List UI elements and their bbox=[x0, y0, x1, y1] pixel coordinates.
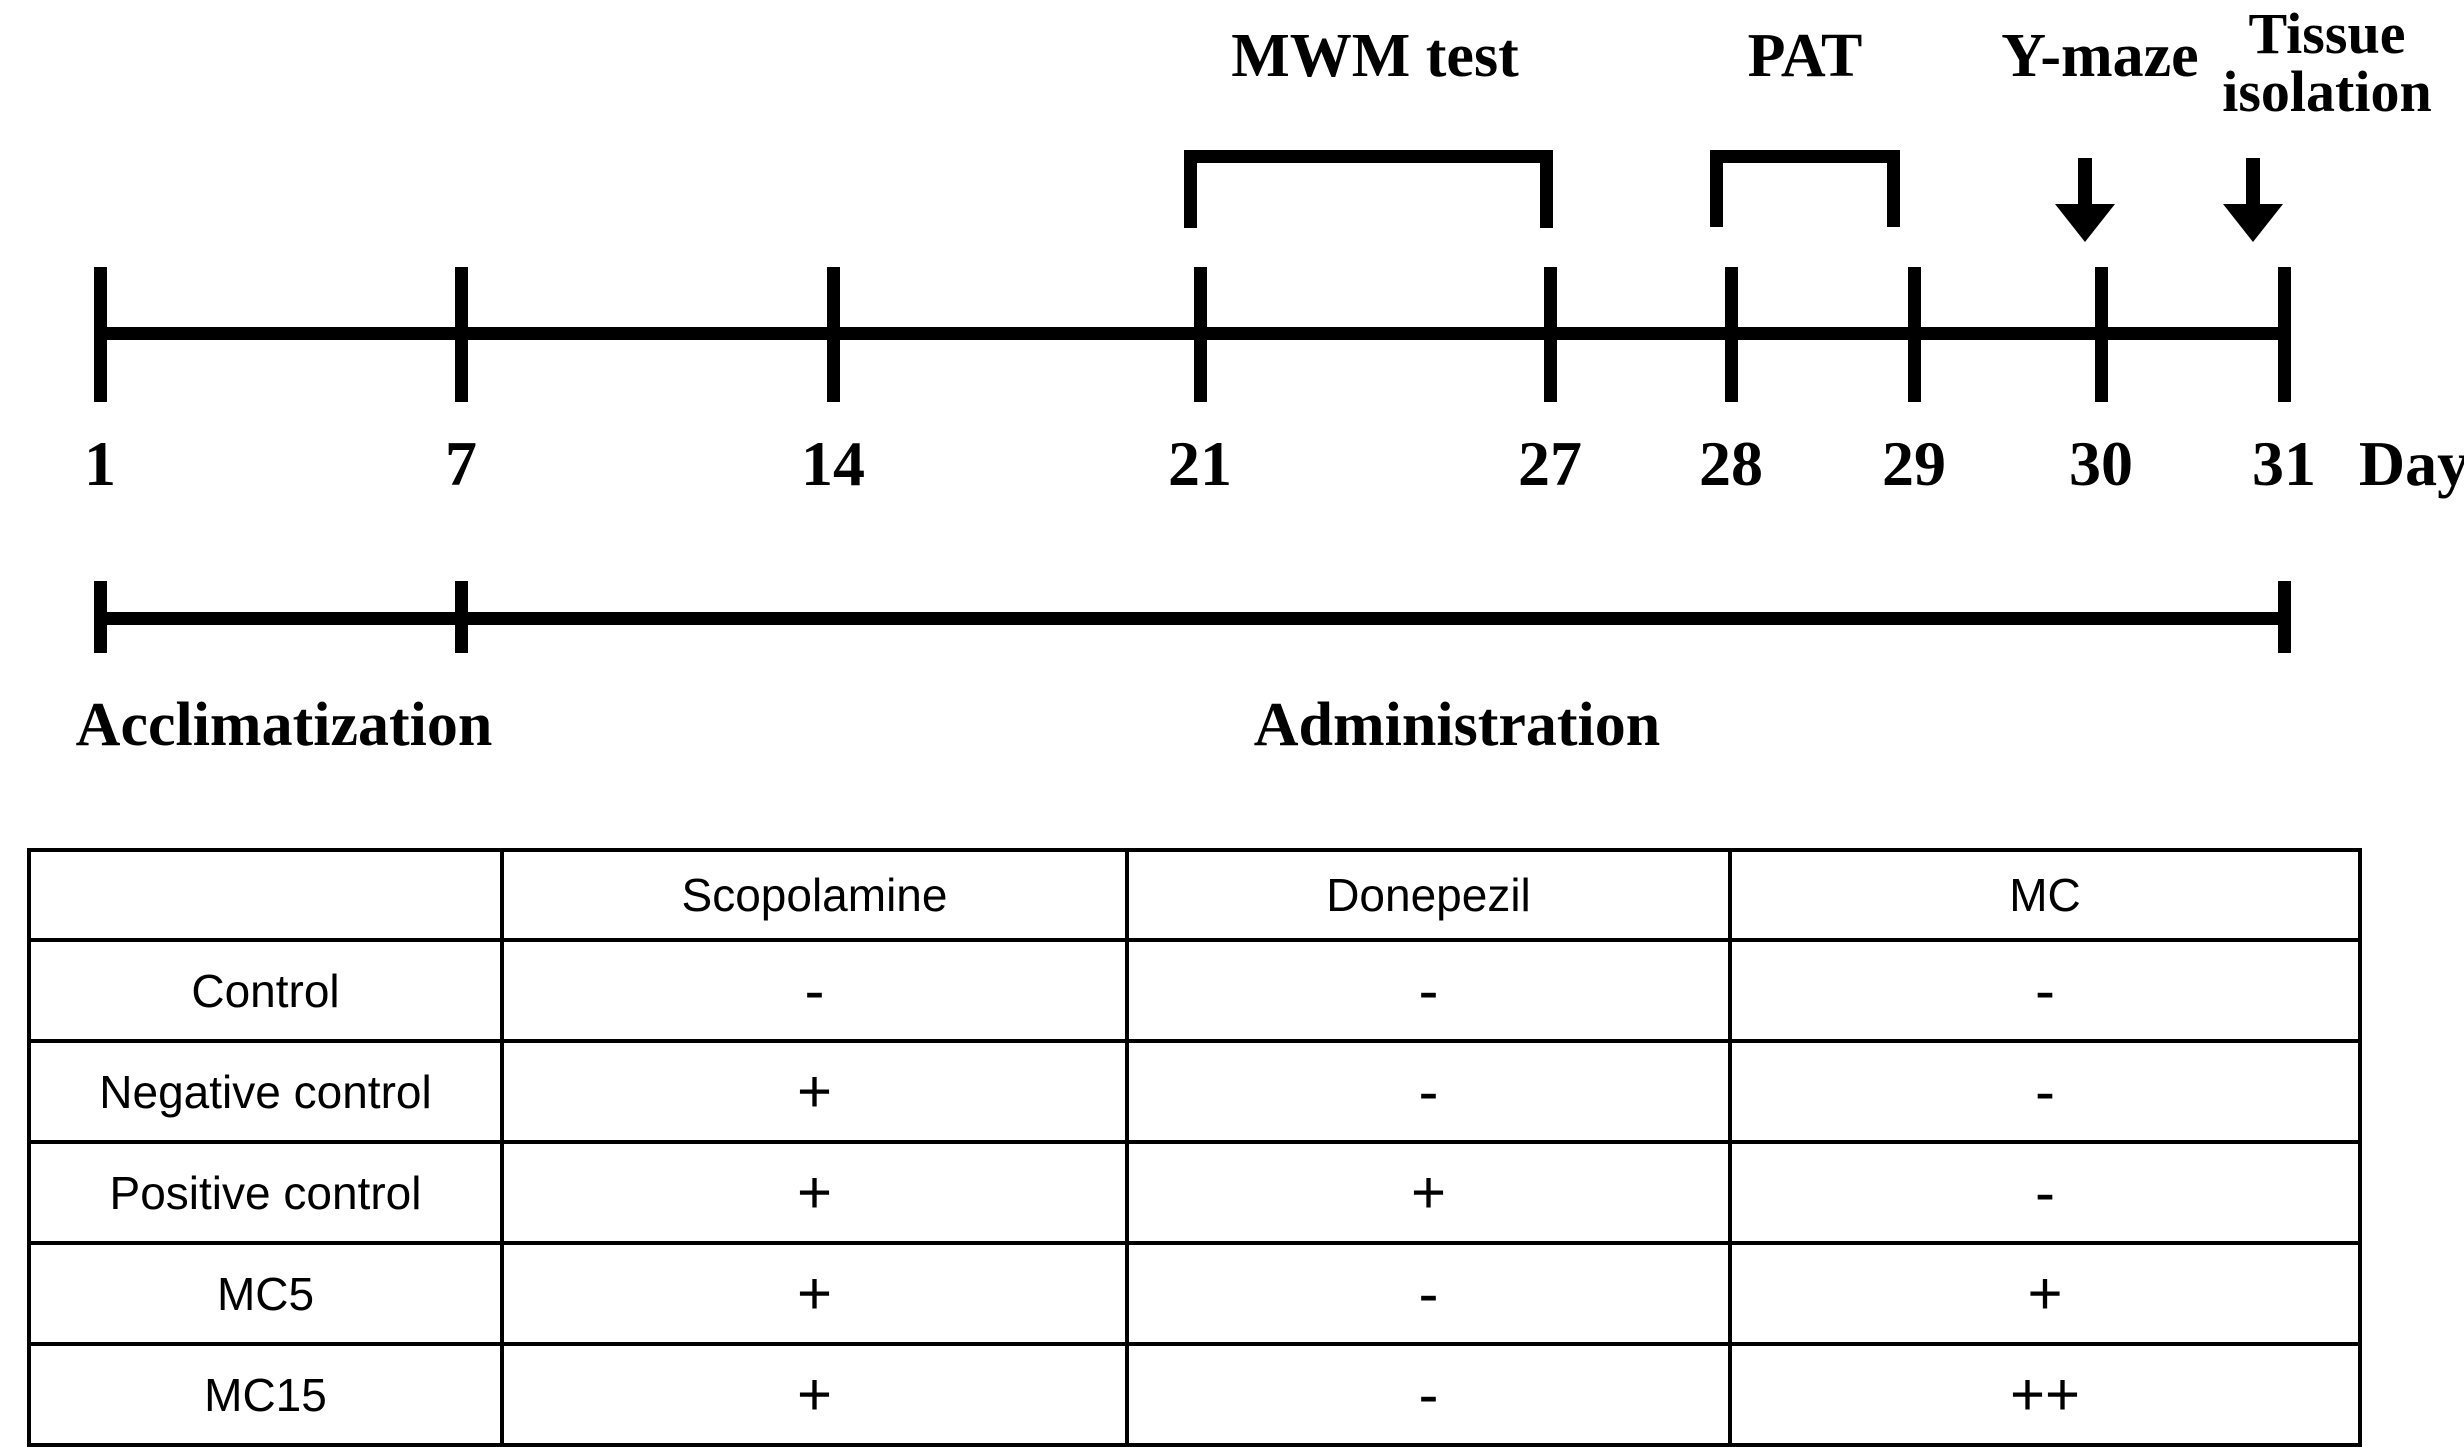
cell-mc5-donepezil: - bbox=[1125, 1241, 1732, 1346]
table-row: MC5 + - + bbox=[27, 1241, 2362, 1346]
row-label-mc15: MC15 bbox=[27, 1342, 504, 1447]
tick-day-28 bbox=[1725, 267, 1738, 402]
day-label-14: 14 bbox=[801, 428, 865, 499]
cell-mc5-scopolamine: + bbox=[500, 1241, 1129, 1346]
day-label-30: 30 bbox=[2069, 428, 2133, 499]
cell-control-scopolamine: - bbox=[500, 938, 1129, 1043]
phase-tick-day-31 bbox=[2278, 581, 2291, 653]
day-label-28: 28 bbox=[1699, 428, 1763, 499]
cell-mc15-donepezil: - bbox=[1125, 1342, 1732, 1447]
tick-day-27 bbox=[1544, 267, 1557, 402]
column-header-blank bbox=[27, 848, 504, 942]
cell-positive-control-scopolamine: + bbox=[500, 1140, 1129, 1245]
pat-bracket bbox=[1710, 150, 1900, 227]
phase-tick-day-7 bbox=[455, 581, 468, 653]
y-maze-label: Y-maze bbox=[2001, 22, 2199, 90]
row-label-control: Control bbox=[27, 938, 504, 1043]
row-label-negative-control: Negative control bbox=[27, 1039, 504, 1144]
phase-axis bbox=[94, 612, 2290, 625]
cell-mc15-scopolamine: + bbox=[500, 1342, 1129, 1447]
administration-label: Administration bbox=[1253, 691, 1661, 759]
column-header-mc: MC bbox=[1728, 848, 2362, 942]
tick-day-29 bbox=[1908, 267, 1921, 402]
cell-mc5-mc: + bbox=[1728, 1241, 2362, 1346]
cell-positive-control-donepezil: + bbox=[1125, 1140, 1732, 1245]
table-header-row: Scopolamine Donepezil MC bbox=[27, 848, 2362, 942]
column-header-donepezil: Donepezil bbox=[1125, 848, 1732, 942]
acclimatization-label: Acclimatization bbox=[75, 691, 493, 759]
treatment-group-table: Scopolamine Donepezil MC Control - - - N… bbox=[27, 848, 2362, 1447]
row-label-positive-control: Positive control bbox=[27, 1140, 504, 1245]
tick-day-7 bbox=[455, 267, 468, 402]
table-row: Control - - - bbox=[27, 938, 2362, 1043]
column-header-scopolamine: Scopolamine bbox=[500, 848, 1129, 942]
day-axis-unit-label: Day bbox=[2358, 428, 2464, 499]
cell-negative-control-scopolamine: + bbox=[500, 1039, 1129, 1144]
table-row: MC15 + - ++ bbox=[27, 1342, 2362, 1447]
day-label-29: 29 bbox=[1882, 428, 1946, 499]
row-label-mc5: MC5 bbox=[27, 1241, 504, 1346]
table-row: Negative control + - - bbox=[27, 1039, 2362, 1144]
cell-control-donepezil: - bbox=[1125, 938, 1732, 1043]
cell-control-mc: - bbox=[1728, 938, 2362, 1043]
table-row: Positive control + + - bbox=[27, 1140, 2362, 1245]
phase-tick-day-1 bbox=[94, 581, 107, 653]
pat-label: PAT bbox=[1747, 22, 1863, 90]
day-label-7: 7 bbox=[445, 428, 477, 499]
tick-day-1 bbox=[94, 267, 107, 402]
mwm-test-label: MWM test bbox=[1231, 22, 1519, 90]
day-label-1: 1 bbox=[84, 428, 116, 499]
cell-negative-control-donepezil: - bbox=[1125, 1039, 1732, 1144]
tissue-isolation-label: Tissue isolation bbox=[2222, 1, 2432, 124]
cell-negative-control-mc: - bbox=[1728, 1039, 2362, 1144]
tick-day-30 bbox=[2095, 267, 2108, 402]
tick-day-14 bbox=[827, 267, 840, 402]
cell-positive-control-mc: - bbox=[1728, 1140, 2362, 1245]
day-label-21: 21 bbox=[1168, 428, 1232, 499]
tick-day-31 bbox=[2278, 267, 2291, 402]
cell-mc15-mc: ++ bbox=[1728, 1342, 2362, 1447]
tick-day-21 bbox=[1194, 267, 1207, 402]
mwm-test-bracket bbox=[1184, 150, 1553, 228]
day-label-27: 27 bbox=[1518, 428, 1582, 499]
day-label-31: 31 bbox=[2252, 428, 2316, 499]
timeline-axis bbox=[94, 327, 2290, 340]
